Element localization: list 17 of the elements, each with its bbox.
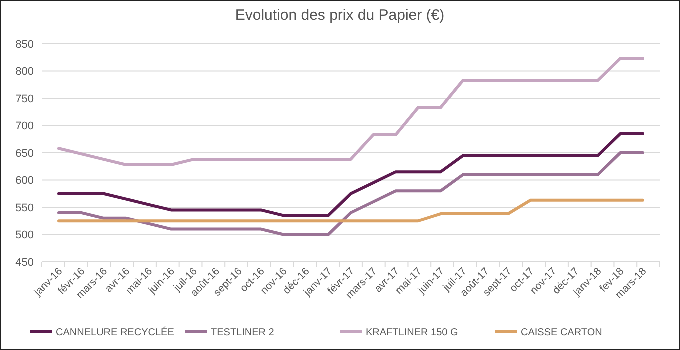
line-series (58, 132, 644, 218)
y-tick-label: 700 (16, 120, 34, 133)
y-tick-label: 550 (16, 202, 34, 214)
line-series (58, 152, 644, 236)
y-tick-label: 850 (16, 38, 34, 51)
legend-label: KRAFTLINER 150 G (366, 328, 458, 338)
legend-label: TESTLINER 2 (211, 328, 275, 338)
y-tick-label: 450 (16, 256, 34, 269)
legend-label: CANNELURE RECYCLÉE (56, 326, 175, 338)
y-tick-label: 500 (16, 230, 34, 242)
line-series (58, 57, 644, 166)
chart-title: Evolution des prix du Papier (€) (235, 7, 445, 24)
y-tick-label: 650 (16, 148, 34, 160)
y-tick-label: 800 (16, 66, 34, 78)
y-tick-label: 600 (16, 175, 34, 188)
legend-label: CAISSE CARTON (521, 328, 602, 338)
y-tick-label: 750 (16, 93, 34, 106)
